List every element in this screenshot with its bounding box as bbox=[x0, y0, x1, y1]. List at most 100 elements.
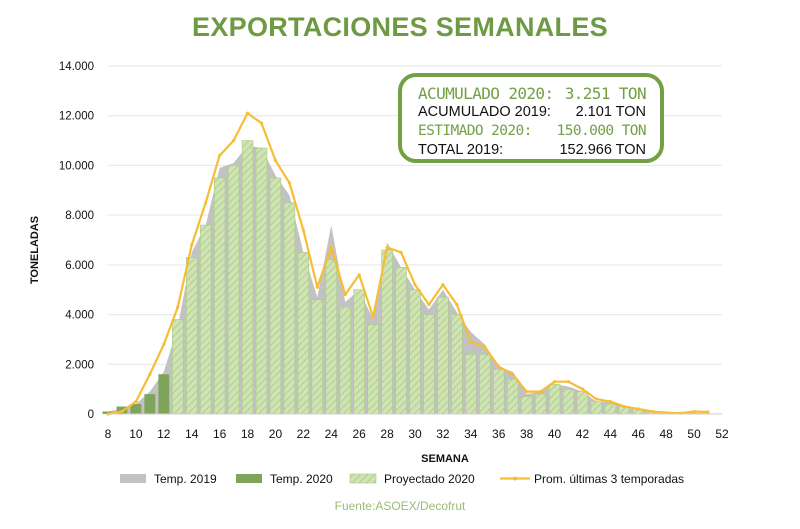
bar-proyectado-2020 bbox=[269, 177, 282, 415]
summary-row-acumulado-2020: ACUMULADO 2020: 3.251 TON bbox=[418, 84, 647, 103]
bar-proyectado-2020 bbox=[241, 140, 254, 415]
x-tick-label: 18 bbox=[241, 427, 255, 441]
bar-proyectado-2020 bbox=[339, 306, 351, 415]
summary-label: ACUMULADO 2019: bbox=[418, 104, 551, 120]
y-tick-label: 2.000 bbox=[65, 359, 94, 371]
legend-swatch-temp-2020 bbox=[236, 474, 262, 483]
point-average bbox=[190, 243, 194, 247]
point-average bbox=[148, 372, 152, 376]
point-average bbox=[245, 111, 250, 115]
x-tick-label: 20 bbox=[269, 427, 283, 441]
summary-label: TOTAL 2019: bbox=[418, 142, 504, 158]
bar-proyectado-2020 bbox=[465, 354, 477, 415]
x-tick-label: 50 bbox=[687, 427, 701, 441]
summary-value: 152.966 TON bbox=[559, 142, 646, 158]
y-tick-label: 4.000 bbox=[65, 310, 94, 322]
point-average bbox=[176, 305, 180, 309]
point-average bbox=[399, 250, 403, 255]
point-average bbox=[566, 380, 571, 384]
y-tick-label: 12.000 bbox=[59, 111, 94, 123]
point-average bbox=[343, 293, 347, 297]
bar-proyectado-2020 bbox=[325, 259, 338, 415]
x-tick-label: 38 bbox=[520, 427, 534, 441]
bar-temp-2020 bbox=[158, 374, 170, 414]
legend-swatch-average-marker bbox=[513, 476, 517, 481]
summary-value: 2.101 TON bbox=[575, 104, 646, 120]
summary-label: ESTIMADO 2020: bbox=[418, 123, 532, 139]
point-average bbox=[413, 283, 417, 287]
point-average bbox=[469, 340, 473, 344]
bar-proyectado-2020 bbox=[353, 289, 365, 415]
y-tick-label: 8.000 bbox=[65, 210, 94, 222]
y-tick-label: 6.000 bbox=[65, 260, 94, 272]
point-average bbox=[259, 121, 264, 125]
point-average bbox=[231, 138, 236, 143]
x-tick-label: 14 bbox=[185, 427, 199, 441]
bar-proyectado-2020 bbox=[576, 391, 589, 415]
axes: 0 2.000 4.000 6.000 8.000 10.000 12.000 14.000 8… bbox=[29, 61, 729, 465]
x-axis-title: SEMANA bbox=[421, 453, 469, 465]
point-average bbox=[692, 409, 696, 414]
x-tick-label: 44 bbox=[604, 427, 618, 441]
chart-title: EXPORTACIONES SEMANALES bbox=[192, 12, 608, 42]
point-average bbox=[622, 404, 626, 409]
point-average bbox=[204, 201, 208, 205]
bar-proyectado-2020 bbox=[479, 354, 491, 415]
point-average bbox=[511, 372, 515, 376]
point-average bbox=[134, 399, 138, 404]
point-average bbox=[455, 303, 459, 307]
x-tick-label: 36 bbox=[492, 427, 506, 441]
point-average bbox=[329, 245, 333, 250]
bar-proyectado-2020 bbox=[562, 388, 575, 415]
point-average bbox=[301, 228, 305, 232]
point-average bbox=[608, 399, 612, 404]
bar-proyectado-2020 bbox=[604, 403, 617, 415]
point-average bbox=[218, 153, 222, 158]
point-average bbox=[315, 285, 319, 289]
y-tick-label: 10.000 bbox=[59, 160, 94, 172]
bar-proyectado-2020 bbox=[492, 368, 505, 415]
point-average bbox=[706, 410, 710, 414]
source-note: Fuente:ASOEX/Decofrut bbox=[334, 499, 466, 513]
bar-proyectado-2020 bbox=[255, 147, 268, 415]
x-tick-label: 46 bbox=[632, 427, 646, 441]
point-average bbox=[120, 409, 124, 414]
summary-value: 3.251 TON bbox=[564, 84, 647, 103]
point-average bbox=[580, 387, 585, 391]
x-tick-label: 48 bbox=[660, 427, 674, 441]
bar-proyectado-2020 bbox=[590, 401, 603, 415]
legend: Temp. 2019 Temp. 2020 Proyectado 2020 Prom.… bbox=[120, 472, 684, 486]
bar-proyectado-2020 bbox=[311, 299, 324, 415]
series-average-line bbox=[106, 111, 710, 416]
bar-proyectado-2020 bbox=[437, 296, 449, 415]
bar-proyectado-2020 bbox=[520, 396, 533, 415]
x-tick-label: 10 bbox=[129, 427, 143, 441]
point-average bbox=[497, 365, 501, 369]
bar-proyectado-2020 bbox=[451, 314, 463, 415]
bar-proyectado-2020 bbox=[367, 324, 379, 415]
bar-proyectado-2020 bbox=[199, 224, 212, 415]
bar-temp-2020 bbox=[144, 394, 156, 414]
bar-proyectado-2020 bbox=[185, 257, 198, 415]
point-average bbox=[385, 245, 389, 250]
point-average bbox=[427, 303, 431, 307]
point-average bbox=[273, 158, 278, 163]
x-tick-label: 52 bbox=[715, 427, 729, 441]
point-average bbox=[636, 407, 640, 411]
point-average bbox=[441, 283, 445, 287]
x-tick-label: 26 bbox=[353, 427, 367, 441]
x-tick-label: 42 bbox=[576, 427, 590, 441]
bar-proyectado-2020 bbox=[534, 393, 547, 415]
point-average bbox=[162, 342, 166, 346]
x-tick-label: 32 bbox=[436, 427, 450, 441]
point-average bbox=[650, 409, 654, 414]
x-tick-label: 16 bbox=[213, 427, 227, 441]
x-tick-label: 22 bbox=[297, 427, 311, 441]
point-average bbox=[552, 380, 557, 384]
bar-temp-2020 bbox=[130, 404, 142, 414]
bar-proyectado-2020 bbox=[395, 267, 407, 415]
bar-proyectado-2020 bbox=[227, 165, 240, 415]
summary-value: 150.000 TON bbox=[556, 123, 647, 139]
line-average bbox=[107, 112, 709, 416]
point-average bbox=[371, 315, 375, 319]
